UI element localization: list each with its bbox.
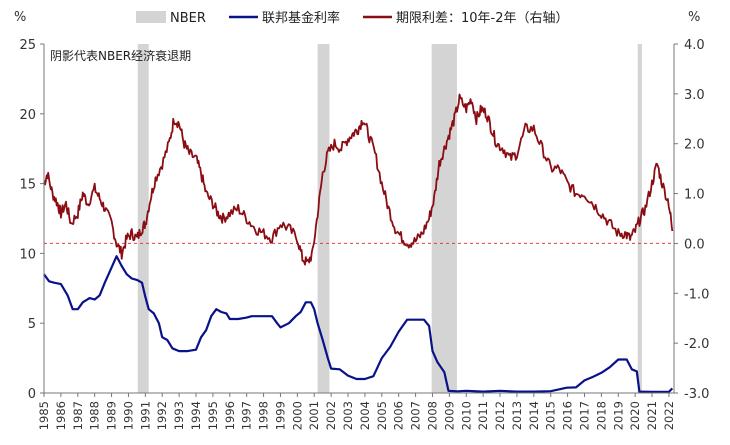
x-tick-label: 2007 <box>409 401 423 430</box>
right-axis-ticks: -3.0 -2.0 -1.0 0.0 1.0 2.0 3.0 4.0 <box>674 38 709 402</box>
x-tick-label: 2022 <box>662 401 676 430</box>
x-tick-label: 2020 <box>628 401 642 430</box>
x-tick-label: 1995 <box>206 401 220 430</box>
x-tick-label: 1991 <box>138 401 152 430</box>
x-tick-label: 2004 <box>358 401 372 430</box>
x-tick-label: 2014 <box>527 401 541 430</box>
x-tick-label: 1989 <box>105 401 119 430</box>
recession-band-2 <box>317 44 330 393</box>
right-tick-label: -1.0 <box>684 287 709 302</box>
x-tick-label: 2013 <box>510 401 524 430</box>
x-tick-label: 1996 <box>223 401 237 430</box>
right-tick-label: 1.0 <box>684 188 705 203</box>
x-tick-label: 1988 <box>88 401 102 430</box>
fed-funds-rate-line <box>43 255 674 393</box>
left-tick-label: 25 <box>19 38 36 53</box>
recession-band-3 <box>431 44 457 393</box>
x-tick-label: 1994 <box>189 401 203 430</box>
legend: NBER 联邦基金利率 期限利差：10年-2年（右轴） <box>136 10 569 26</box>
left-tick-label: 15 <box>19 178 36 193</box>
legend-swatch-nber <box>136 11 166 23</box>
x-tick-label: 2003 <box>341 401 355 430</box>
left-tick-label: 10 <box>19 247 36 262</box>
x-tick-label: 2018 <box>594 401 608 430</box>
legend-label-nber: NBER <box>170 11 206 26</box>
legend-label-fed: 联邦基金利率 <box>262 10 340 26</box>
recession-note: 阴影代表NBER经济衰退期 <box>50 48 191 63</box>
recession-band-1 <box>137 44 149 393</box>
x-tick-label: 2008 <box>426 401 440 430</box>
x-axis-ticks: 1985 1986 1987 1988 1989 1990 1991 1992 1993 1994… <box>37 393 676 430</box>
left-tick-label: 0 <box>28 387 36 402</box>
recession-band-4 <box>637 44 642 393</box>
x-tick-label: 2010 <box>459 401 473 430</box>
right-tick-label: 3.0 <box>684 88 705 103</box>
x-tick-label: 2002 <box>324 401 338 430</box>
x-tick-label: 2005 <box>375 401 389 430</box>
x-tick-label: 1992 <box>155 401 169 430</box>
x-tick-label: 1999 <box>274 401 288 430</box>
right-tick-label: -3.0 <box>684 387 709 402</box>
left-tick-label: 5 <box>28 317 36 332</box>
x-tick-label: 2017 <box>578 401 592 430</box>
x-tick-label: 1997 <box>240 401 254 430</box>
term-spread-line <box>43 93 674 266</box>
x-tick-label: 1986 <box>54 401 68 430</box>
x-tick-label: 2011 <box>476 401 490 430</box>
x-tick-label: 2015 <box>544 401 558 430</box>
x-tick-label: 1987 <box>71 401 85 430</box>
left-axis-ticks: 0 5 10 15 20 25 <box>19 38 44 402</box>
right-tick-label: 4.0 <box>684 38 705 53</box>
x-tick-label: 1993 <box>172 401 186 430</box>
right-tick-label: -2.0 <box>684 337 709 352</box>
recession-bands <box>137 44 642 393</box>
x-tick-label: 1985 <box>37 401 51 430</box>
x-tick-label: 1998 <box>257 401 271 430</box>
x-tick-label: 2012 <box>493 401 507 430</box>
x-tick-label: 2019 <box>611 401 625 430</box>
x-tick-label: 2000 <box>290 401 304 430</box>
right-axis-unit: % <box>688 10 700 25</box>
x-tick-label: 1990 <box>122 401 136 430</box>
left-tick-label: 20 <box>19 108 36 123</box>
legend-label-spread: 期限利差：10年-2年（右轴） <box>396 11 569 26</box>
x-tick-label: 2001 <box>307 401 321 430</box>
right-tick-label: 2.0 <box>684 138 705 153</box>
right-tick-label: 0.0 <box>684 237 705 252</box>
x-tick-label: 2016 <box>561 401 575 430</box>
left-axis-unit: % <box>14 10 26 25</box>
x-tick-label: 2009 <box>442 401 456 430</box>
x-tick-label: 2021 <box>645 401 659 430</box>
x-tick-label: 2006 <box>392 401 406 430</box>
